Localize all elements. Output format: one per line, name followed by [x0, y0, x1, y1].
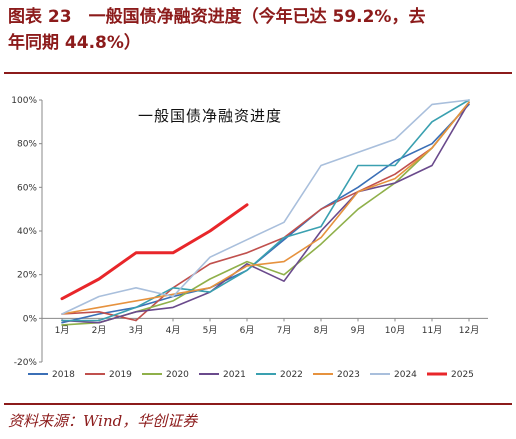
- series-line-2023: [61, 101, 470, 315]
- legend-label-2025: 2025: [451, 370, 474, 380]
- series-line-2018: [61, 103, 470, 324]
- y-tick-label: 100%: [11, 96, 37, 106]
- series-line-2024: [61, 99, 470, 315]
- legend-label-2023: 2023: [337, 370, 360, 380]
- legend-label-2019: 2019: [109, 370, 132, 380]
- source-divider: [4, 403, 512, 405]
- figure-title-line-2: 年同期 44.8%）: [8, 33, 141, 53]
- x-tick-label: 4月: [166, 325, 181, 336]
- x-tick-label: 2月: [92, 325, 107, 336]
- series-line-2025: [60, 203, 249, 301]
- y-tick-label: 40%: [17, 227, 37, 237]
- chart-title: 一般国债净融资进度: [138, 107, 282, 125]
- chart-legend: 2018 2019 2020 2021 2022 2023 2024 2025: [28, 370, 474, 380]
- y-tick-label: 0%: [23, 314, 38, 324]
- legend-label-2020: 2020: [166, 370, 189, 380]
- y-tick-label: -20%: [14, 358, 38, 368]
- figure-title: 图表 23 一般国债净融资进度（今年已达 59.2%，去 年同期 44.8%）: [8, 4, 508, 56]
- x-tick-label: 7月: [277, 325, 292, 336]
- series-line-2021: [61, 101, 470, 324]
- x-tick-label: 12月: [459, 325, 479, 336]
- figure-title-line-1: 图表 23 一般国债净融资进度（今年已达 59.2%，去: [8, 7, 426, 27]
- chart-series: [60, 99, 470, 326]
- title-divider: [4, 72, 512, 74]
- y-tick-label: 60%: [17, 183, 37, 193]
- series-line-2019: [61, 101, 470, 322]
- chart-axes: 100% 80% 60% 40% 20% 0% -20% 1月 2月 3月 4月 5月 6月 7月 8月 9月…: [11, 96, 488, 368]
- x-tick-label: 6月: [240, 325, 255, 336]
- x-tick-label: 9月: [351, 325, 366, 336]
- source-note: 资料来源：Wind，华创证券: [8, 412, 198, 430]
- x-tick-label: 10月: [385, 325, 405, 336]
- series-line-2022: [61, 99, 470, 322]
- x-tick-label: 5月: [203, 325, 218, 336]
- y-tick-label: 20%: [17, 271, 37, 281]
- x-tick-label: 11月: [422, 325, 442, 336]
- legend-label-2018: 2018: [52, 370, 75, 380]
- legend-label-2022: 2022: [280, 370, 303, 380]
- x-tick-label: 3月: [129, 325, 144, 336]
- x-tick-label: 1月: [55, 325, 70, 336]
- x-tick-label: 8月: [314, 325, 329, 336]
- y-tick-label: 80%: [17, 140, 37, 150]
- legend-label-2021: 2021: [223, 370, 246, 380]
- legend-label-2024: 2024: [394, 370, 417, 380]
